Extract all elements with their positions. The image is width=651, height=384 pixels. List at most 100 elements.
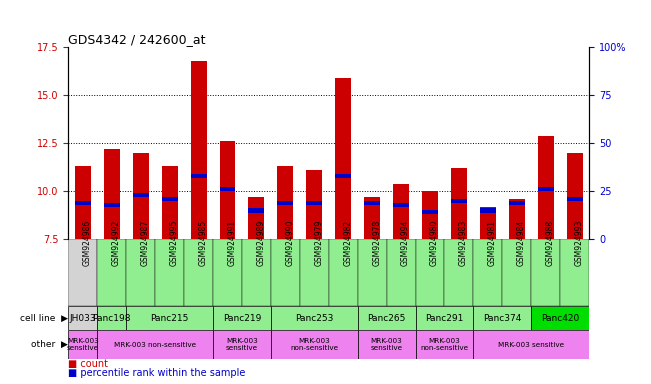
Bar (161, 197, 178, 201)
Bar (473, 306, 531, 330)
Text: GSM924980: GSM924980 (430, 220, 439, 266)
Bar (104, 202, 120, 207)
Text: Panc265: Panc265 (367, 314, 406, 323)
Text: other  ▶: other ▶ (31, 340, 68, 349)
Bar (335, 78, 351, 239)
Bar (161, 166, 178, 239)
Text: cell line  ▶: cell line ▶ (20, 314, 68, 323)
Text: GSM924994: GSM924994 (401, 219, 410, 266)
Bar (473, 330, 589, 359)
Bar (75, 166, 90, 239)
Bar (300, 239, 329, 306)
Text: GSM924990: GSM924990 (285, 219, 294, 266)
Text: MRK-003
sensitive: MRK-003 sensitive (370, 338, 403, 351)
Bar (415, 239, 445, 306)
Text: GSM924978: GSM924978 (372, 220, 381, 266)
Bar (271, 239, 300, 306)
Bar (68, 239, 97, 306)
Bar (357, 239, 387, 306)
Bar (271, 330, 357, 359)
Bar (364, 197, 380, 239)
Bar (567, 153, 583, 239)
Bar (271, 306, 357, 330)
Bar (104, 149, 120, 239)
Text: MRK-003 non-sensitive: MRK-003 non-sensitive (114, 342, 196, 348)
Bar (538, 136, 554, 239)
Text: Panc420: Panc420 (541, 314, 579, 323)
Text: GSM924987: GSM924987 (141, 220, 150, 266)
Bar (213, 306, 271, 330)
Bar (415, 306, 473, 330)
Text: MRK-003 sensitive: MRK-003 sensitive (498, 342, 564, 348)
Text: Panc291: Panc291 (425, 314, 464, 323)
Text: GSM924993: GSM924993 (575, 219, 584, 266)
Bar (561, 239, 589, 306)
Text: GSM924984: GSM924984 (517, 220, 526, 266)
Bar (509, 200, 525, 205)
Bar (415, 330, 473, 359)
Text: GSM924981: GSM924981 (488, 220, 497, 266)
Bar (97, 239, 126, 306)
Text: MRK-003
sensitive: MRK-003 sensitive (67, 338, 99, 351)
Text: MRK-003
non-sensitive: MRK-003 non-sensitive (421, 338, 469, 351)
Bar (473, 239, 503, 306)
Text: GSM924991: GSM924991 (227, 220, 236, 266)
Bar (242, 239, 271, 306)
Text: GSM924985: GSM924985 (199, 220, 208, 266)
Bar (133, 153, 148, 239)
Bar (155, 239, 184, 306)
Bar (307, 200, 322, 205)
Bar (97, 330, 213, 359)
Bar (126, 239, 155, 306)
Bar (277, 166, 294, 239)
Bar (191, 174, 206, 178)
Text: Panc253: Panc253 (295, 314, 333, 323)
Text: Panc219: Panc219 (223, 314, 261, 323)
Text: Panc215: Panc215 (150, 314, 189, 323)
Bar (387, 239, 415, 306)
Bar (422, 191, 438, 239)
Text: GSM924988: GSM924988 (546, 220, 555, 266)
Text: ■ count: ■ count (68, 359, 108, 369)
Bar (335, 174, 351, 178)
Bar (133, 193, 148, 197)
Text: JH033: JH033 (70, 314, 96, 323)
Bar (213, 239, 242, 306)
Bar (451, 199, 467, 203)
Bar (249, 208, 264, 213)
Text: GSM924995: GSM924995 (170, 219, 178, 266)
Bar (68, 330, 97, 359)
Text: GDS4342 / 242600_at: GDS4342 / 242600_at (68, 33, 206, 46)
Bar (364, 200, 380, 205)
Bar (509, 199, 525, 239)
Bar (219, 187, 236, 192)
Bar (75, 200, 90, 205)
Text: GSM924986: GSM924986 (83, 220, 92, 266)
Bar (126, 306, 213, 330)
Bar (68, 306, 97, 330)
Bar (531, 239, 561, 306)
Bar (567, 197, 583, 201)
Bar (277, 200, 294, 205)
Text: Panc198: Panc198 (92, 314, 131, 323)
Bar (191, 61, 206, 239)
Text: GSM924982: GSM924982 (343, 220, 352, 266)
Bar (480, 208, 496, 213)
Bar (445, 239, 473, 306)
Bar (329, 239, 357, 306)
Bar (249, 197, 264, 239)
Bar (503, 239, 531, 306)
Bar (213, 330, 271, 359)
Bar (97, 306, 126, 330)
Bar (531, 306, 589, 330)
Text: MRK-003
non-sensitive: MRK-003 non-sensitive (290, 338, 339, 351)
Bar (480, 207, 496, 239)
Bar (357, 330, 415, 359)
Text: GSM924983: GSM924983 (459, 220, 468, 266)
Text: GSM924989: GSM924989 (256, 220, 266, 266)
Text: ■ percentile rank within the sample: ■ percentile rank within the sample (68, 368, 245, 378)
Bar (422, 210, 438, 214)
Bar (451, 168, 467, 239)
Text: Panc374: Panc374 (483, 314, 521, 323)
Text: MRK-003
sensitive: MRK-003 sensitive (226, 338, 258, 351)
